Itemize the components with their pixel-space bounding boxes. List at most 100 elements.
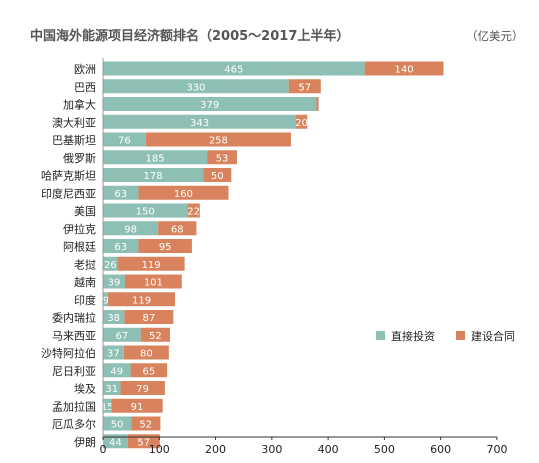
data-label: 39	[108, 278, 121, 289]
construction-contract-bar	[187, 203, 200, 218]
construction-contract-bar	[296, 114, 308, 129]
legend-swatch-direct-investment	[376, 331, 385, 340]
construction-contract-bar	[138, 239, 192, 253]
category-label: 阿根廷	[63, 240, 96, 254]
chart-title: 中国海外能源项目经济额排名（2005～2017上半年）	[30, 28, 349, 44]
legend-label-construction-contract: 建设合同	[471, 329, 515, 343]
chart-unit-label: （亿美元）	[466, 29, 524, 43]
x-tick-label: 300	[261, 443, 282, 456]
data-label: 140	[395, 65, 414, 76]
direct-investment-bar	[103, 150, 208, 165]
x-tick-label: 600	[430, 443, 451, 456]
x-tick-label: 700	[486, 443, 507, 456]
direct-investment-bar	[103, 363, 131, 378]
data-label: 57	[298, 82, 311, 93]
data-label: 68	[171, 224, 184, 235]
x-tick-label: 500	[374, 443, 395, 456]
direct-investment-bar	[103, 416, 132, 431]
data-label: 465	[224, 65, 243, 76]
direct-investment-bar	[103, 61, 365, 76]
data-label: 67	[115, 331, 128, 342]
construction-contract-bar	[145, 132, 291, 147]
category-label: 巴西	[74, 81, 96, 94]
category-label: 老挝	[74, 257, 96, 271]
direct-investment-bar	[103, 221, 159, 236]
category-label: 俄罗斯	[63, 152, 96, 165]
direct-investment-bar	[103, 97, 317, 111]
direct-investment-bar	[103, 185, 139, 200]
data-label: 258	[209, 136, 228, 147]
construction-contract-bar	[316, 97, 319, 111]
category-label: 孟加拉国	[52, 399, 96, 413]
category-label: 沙特阿拉伯	[41, 346, 96, 360]
direct-investment-bar	[103, 132, 146, 147]
direct-investment-bar	[103, 398, 112, 413]
category-label: 印度	[74, 293, 96, 307]
x-tick-label: 100	[149, 443, 170, 456]
category-label: 巴基斯坦	[52, 133, 96, 147]
data-label: 185	[146, 153, 165, 164]
data-label: 52	[139, 420, 152, 431]
category-labels: 欧洲巴西加拿大澳大利亚巴基斯坦俄罗斯哈萨克斯坦印度尼西亚美国伊拉克阿根廷老挝越南…	[41, 63, 96, 449]
data-label: 178	[144, 171, 163, 182]
direct-investment-bar	[103, 345, 124, 360]
data-label: 22	[187, 207, 200, 218]
category-label: 埃及	[74, 382, 96, 396]
data-label: 91	[131, 402, 144, 413]
category-label: 马来西亚	[52, 329, 96, 342]
category-label: 厄瓜多尔	[52, 417, 96, 431]
legend-label-direct-investment: 直接投资	[391, 329, 435, 343]
construction-contract-bar	[203, 168, 232, 182]
construction-contract-bar	[111, 398, 163, 413]
data-label: 57	[137, 437, 150, 448]
direct-investment-bar	[103, 381, 121, 395]
category-label: 加拿大	[63, 98, 96, 112]
x-axis: 0 100 200 300 400 500 600 700	[100, 58, 507, 456]
construction-contract-bar	[108, 292, 176, 307]
construction-contract-bar	[127, 434, 160, 449]
direct-investment-bar	[103, 256, 118, 271]
direct-investment-bar	[103, 292, 109, 307]
category-label: 尼日利亚	[52, 365, 96, 378]
direct-investment-bar	[103, 79, 289, 94]
category-label: 越南	[74, 275, 96, 289]
category-label: 伊拉克	[63, 222, 96, 236]
x-tick-label: 200	[205, 443, 226, 456]
data-label: 9	[103, 295, 109, 306]
construction-contract-bar	[364, 61, 444, 76]
category-label: 美国	[74, 205, 96, 218]
direct-investment-bar	[103, 239, 139, 253]
data-label: 330	[186, 82, 205, 93]
data-label: 49	[110, 366, 123, 377]
category-label: 欧洲	[74, 63, 96, 76]
data-label: 50	[111, 420, 124, 431]
construction-contract-bar	[288, 79, 321, 94]
construction-contract-bar	[140, 327, 170, 342]
construction-contract-bar	[123, 345, 169, 360]
direct-investment-bar	[103, 168, 204, 182]
data-label: 37	[107, 349, 120, 360]
data-label: 76	[118, 136, 131, 147]
direct-investment-bar	[103, 114, 297, 129]
construction-contract-bar	[117, 256, 185, 271]
construction-contract-bar	[124, 274, 182, 289]
data-label: 101	[144, 278, 163, 289]
construction-contract-bar	[158, 221, 197, 236]
data-label: 52	[149, 331, 162, 342]
construction-contract-bar	[124, 310, 174, 324]
data-label: 160	[174, 189, 193, 200]
category-label: 哈萨克斯坦	[41, 169, 96, 183]
category-label: 印度尼西亚	[41, 186, 96, 200]
legend: 直接投资 建设合同	[376, 329, 515, 343]
data-label: 119	[132, 295, 151, 306]
category-label: 委内瑞拉	[52, 311, 96, 325]
data-label: 63	[114, 242, 127, 253]
data-label: 31	[105, 384, 118, 395]
construction-contract-bar	[120, 381, 165, 395]
x-tick-label: 0	[100, 443, 107, 456]
data-label: 95	[159, 242, 172, 253]
direct-investment-bar	[103, 310, 125, 324]
